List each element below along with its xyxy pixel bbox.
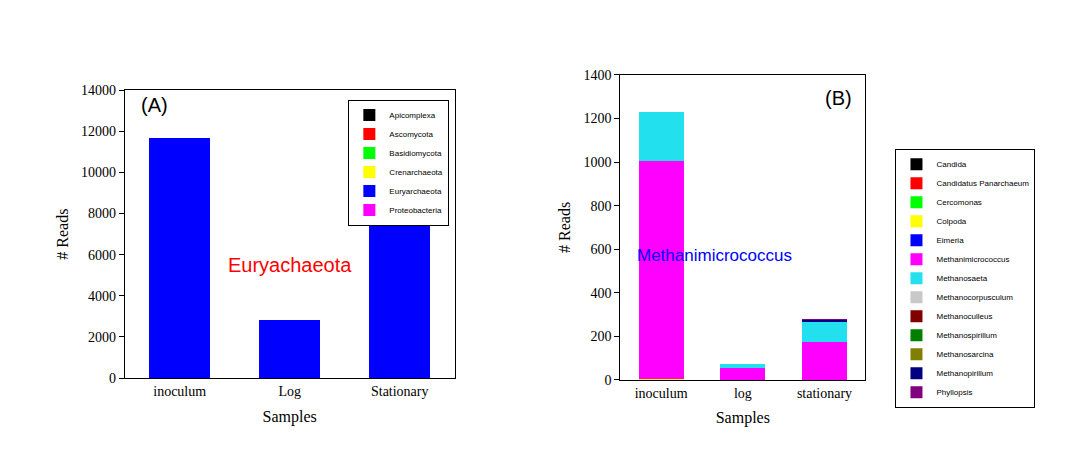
svg-text:2000: 2000 [88, 330, 116, 345]
svg-text:1000: 1000 [583, 155, 611, 170]
svg-text:14000: 14000 [81, 83, 116, 98]
svg-text:Methanocorpusculum: Methanocorpusculum [936, 293, 1013, 302]
svg-text:(B): (B) [825, 87, 852, 109]
svg-text:1200: 1200 [583, 111, 611, 126]
svg-text:Basidiomycota: Basidiomycota [389, 149, 442, 158]
svg-text:600: 600 [590, 242, 611, 257]
svg-text:0: 0 [109, 371, 116, 386]
svg-text:Phyllopsis: Phyllopsis [936, 388, 972, 397]
svg-text:Methanimicrococcus: Methanimicrococcus [637, 246, 792, 265]
svg-text:Euryachaeota: Euryachaeota [228, 254, 352, 276]
svg-text:inoculum: inoculum [153, 384, 206, 399]
svg-text:6000: 6000 [88, 248, 116, 263]
svg-text:Apicomplexa: Apicomplexa [389, 111, 435, 120]
svg-text:# Reads: # Reads [54, 209, 71, 260]
svg-text:1400: 1400 [583, 68, 611, 83]
svg-text:Candida: Candida [936, 160, 966, 169]
svg-text:4000: 4000 [88, 289, 116, 304]
svg-text:12000: 12000 [81, 124, 116, 139]
svg-text:Cercomonas: Cercomonas [936, 198, 981, 207]
svg-text:# Reads: # Reads [556, 202, 573, 253]
svg-text:Methanopirillum: Methanopirillum [936, 369, 993, 378]
svg-text:log: log [734, 386, 752, 401]
svg-text:8000: 8000 [88, 206, 116, 221]
svg-text:Candidatus Panarchaeum: Candidatus Panarchaeum [936, 179, 1029, 188]
svg-text:Colpoda: Colpoda [936, 217, 966, 226]
svg-text:inoculum: inoculum [635, 386, 688, 401]
svg-text:200: 200 [590, 329, 611, 344]
svg-text:Methanosaeta: Methanosaeta [936, 274, 987, 283]
svg-text:stationary: stationary [797, 386, 852, 401]
svg-text:800: 800 [590, 198, 611, 213]
svg-text:Stationary: Stationary [371, 384, 429, 399]
svg-text:10000: 10000 [81, 165, 116, 180]
svg-text:Euryarchaeota: Euryarchaeota [389, 187, 442, 196]
svg-text:Ascomycota: Ascomycota [389, 130, 433, 139]
svg-text:(A): (A) [141, 94, 168, 116]
svg-text:Methanospirillum: Methanospirillum [936, 331, 997, 340]
svg-text:Log: Log [278, 384, 301, 399]
svg-text:Methanosarcina: Methanosarcina [936, 350, 993, 359]
svg-text:400: 400 [590, 286, 611, 301]
svg-text:Methanoculleus: Methanoculleus [936, 312, 992, 321]
svg-text:Proteobacteria: Proteobacteria [389, 206, 442, 215]
svg-text:Crenarchaeota: Crenarchaeota [389, 168, 442, 177]
svg-text:0: 0 [604, 373, 611, 388]
svg-text:Samples: Samples [716, 409, 770, 427]
svg-text:Samples: Samples [263, 408, 317, 426]
svg-text:Methanimicrococcus: Methanimicrococcus [936, 255, 1009, 264]
svg-text:Eimeria: Eimeria [936, 236, 964, 245]
